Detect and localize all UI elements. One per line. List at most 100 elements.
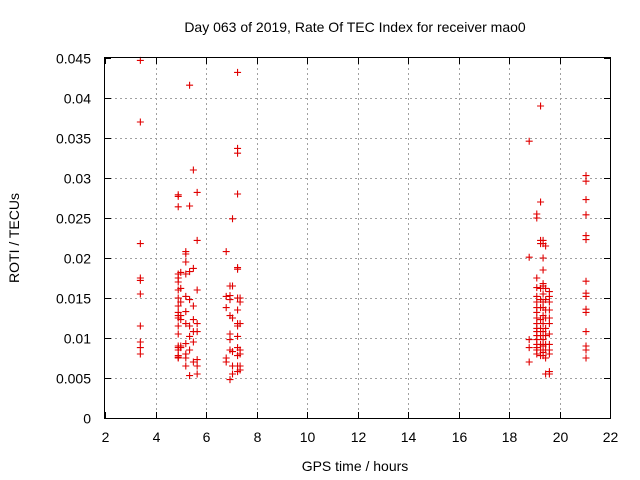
data-point: [193, 370, 201, 378]
data-point: [182, 340, 190, 348]
data-point: [186, 322, 194, 330]
data-point: [533, 214, 541, 222]
data-point: [186, 81, 194, 89]
x-axis-label: GPS time / hours: [302, 458, 409, 474]
data-point: [222, 358, 230, 366]
data-point: [186, 346, 194, 354]
data-point: [582, 277, 590, 285]
data-point: [582, 308, 590, 316]
data-point: [525, 137, 533, 145]
data-point: [186, 372, 194, 380]
data-point: [193, 320, 201, 328]
data-point: [525, 253, 533, 261]
data-point: [229, 314, 237, 322]
data-point: [136, 118, 144, 126]
data-point: [189, 264, 197, 272]
data-point: [582, 236, 590, 244]
data-point: [193, 286, 201, 294]
y-tick-label: 0.035: [56, 131, 91, 147]
x-tick-labels: 2 4 6 8 10 12 14 16 18 20 22: [102, 429, 619, 445]
data-point: [582, 196, 590, 204]
y-tick-label: 0.015: [56, 291, 91, 307]
data-point: [222, 304, 230, 312]
data-point: [582, 177, 590, 185]
data-point: [186, 332, 194, 340]
data-point: [189, 358, 197, 366]
data-point: [222, 292, 230, 300]
x-tick-label: 14: [401, 429, 417, 445]
y-tick-label: 0.04: [64, 91, 91, 107]
data-point: [537, 102, 545, 110]
data-point: [136, 240, 144, 248]
data-point: [226, 336, 234, 344]
data-point: [542, 284, 550, 292]
data-point: [236, 320, 244, 328]
data-point: [234, 190, 242, 198]
y-tick-label: 0.01: [64, 331, 91, 347]
data-point: [177, 316, 185, 324]
data-point: [136, 344, 144, 352]
x-tick-label: 6: [203, 429, 211, 445]
x-tick-label: 10: [300, 429, 316, 445]
data-point: [136, 322, 144, 330]
data-point: [182, 362, 190, 370]
data-point: [545, 306, 553, 314]
data-point: [182, 250, 190, 258]
data-point: [174, 322, 182, 330]
data-point: [234, 332, 242, 340]
data-point: [174, 354, 182, 362]
data-point: [193, 236, 201, 244]
data-point: [545, 370, 553, 378]
data-point: [174, 302, 182, 310]
data-point: [136, 290, 144, 298]
data-point: [136, 276, 144, 284]
data-point: [537, 198, 545, 206]
data-point: [582, 346, 590, 354]
data-point: [582, 354, 590, 362]
x-tick-label: 12: [351, 429, 367, 445]
data-point: [542, 242, 550, 250]
data-point: [234, 306, 242, 314]
data-point: [174, 203, 182, 211]
y-tick-label: 0.045: [56, 51, 91, 67]
data-point: [174, 278, 182, 286]
data-point: [542, 296, 550, 304]
data-point: [177, 344, 185, 352]
x-tick-label: 2: [102, 429, 110, 445]
data-point: [189, 302, 197, 310]
data-point: [174, 294, 182, 302]
data-point: [182, 292, 190, 300]
x-tick-label: 4: [153, 429, 161, 445]
data-point: [234, 149, 242, 157]
data-point: [136, 56, 144, 64]
data-point: [236, 366, 244, 374]
data-point: [525, 336, 533, 344]
data-point: [182, 354, 190, 362]
data-point: [229, 215, 237, 223]
data-point: [182, 258, 190, 266]
data-point: [177, 268, 185, 276]
grid-lines: [105, 58, 610, 418]
chart-title: Day 063 of 2019, Rate Of TEC Index for r…: [184, 19, 526, 35]
data-point: [537, 316, 545, 324]
y-tick-label: 0: [83, 411, 91, 427]
y-axis-label: ROTI / TECUs: [6, 193, 22, 283]
data-point: [226, 376, 234, 384]
data-point: [545, 350, 553, 358]
data-point: [189, 166, 197, 174]
data-point: [582, 292, 590, 300]
x-tick-label: 16: [452, 429, 468, 445]
data-point: [533, 284, 541, 292]
data-point: [539, 320, 547, 328]
data-point: [539, 266, 547, 274]
data-point: [234, 265, 242, 273]
data-point: [186, 202, 194, 210]
data-point: [177, 284, 185, 292]
data-point: [174, 330, 182, 338]
data-point: [182, 308, 190, 316]
data-point: [189, 316, 197, 324]
y-tick-label: 0.025: [56, 211, 91, 227]
y-tick-label: 0.02: [64, 251, 91, 267]
data-point: [174, 192, 182, 200]
